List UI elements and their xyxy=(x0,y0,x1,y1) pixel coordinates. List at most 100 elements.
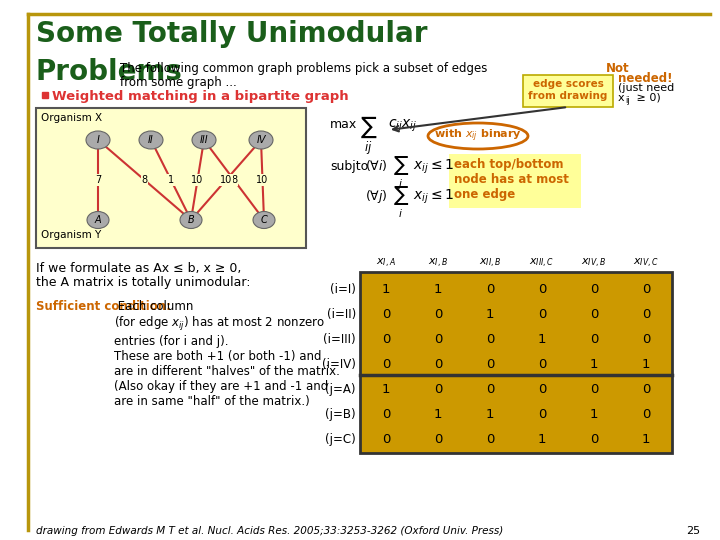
Text: 8: 8 xyxy=(141,175,148,185)
Ellipse shape xyxy=(180,212,202,228)
Text: 1: 1 xyxy=(538,433,546,446)
Text: 0: 0 xyxy=(642,383,650,396)
Text: 0: 0 xyxy=(538,308,546,321)
Text: with $x_{ij}$ binary: with $x_{ij}$ binary xyxy=(434,128,522,144)
Text: A: A xyxy=(95,215,102,225)
Text: max: max xyxy=(330,118,357,131)
Text: 0: 0 xyxy=(382,308,390,321)
Text: 7: 7 xyxy=(95,175,101,185)
Text: (i=IV): (i=IV) xyxy=(322,358,356,371)
Text: IV: IV xyxy=(256,135,266,145)
Text: Problems: Problems xyxy=(36,58,183,86)
Text: $x_{I,A}$: $x_{I,A}$ xyxy=(376,257,396,270)
Ellipse shape xyxy=(87,212,109,228)
Text: 0: 0 xyxy=(538,283,546,296)
Text: II: II xyxy=(148,135,154,145)
Text: 1: 1 xyxy=(433,283,442,296)
Text: the A matrix is totally unimodular:: the A matrix is totally unimodular: xyxy=(36,276,251,289)
Text: 0: 0 xyxy=(486,358,494,371)
Text: 0: 0 xyxy=(434,308,442,321)
Text: 0: 0 xyxy=(590,383,598,396)
Ellipse shape xyxy=(86,131,110,149)
Text: Organism X: Organism X xyxy=(41,113,102,123)
Text: Weighted matching in a bipartite graph: Weighted matching in a bipartite graph xyxy=(52,90,348,103)
Text: 0: 0 xyxy=(434,333,442,346)
Text: 0: 0 xyxy=(434,383,442,396)
Bar xyxy=(36,108,306,248)
Bar xyxy=(42,92,48,98)
Ellipse shape xyxy=(249,131,273,149)
Text: ≥ 0): ≥ 0) xyxy=(633,93,661,103)
Text: 0: 0 xyxy=(538,383,546,396)
Text: III: III xyxy=(199,135,208,145)
Text: 0: 0 xyxy=(382,433,390,446)
Text: 0: 0 xyxy=(642,408,650,421)
Text: 0: 0 xyxy=(590,333,598,346)
Text: $\sum_{ij}$: $\sum_{ij}$ xyxy=(360,115,377,158)
Text: $(\forall i)$: $(\forall i)$ xyxy=(365,158,387,173)
Text: The following common graph problems pick a subset of edges: The following common graph problems pick… xyxy=(120,62,487,75)
Text: Some Totally Unimodular: Some Totally Unimodular xyxy=(36,20,428,48)
Text: (i=II): (i=II) xyxy=(327,308,356,321)
FancyBboxPatch shape xyxy=(523,75,613,107)
Text: 1: 1 xyxy=(486,408,494,421)
Bar xyxy=(360,272,672,453)
Text: C: C xyxy=(261,215,267,225)
Text: I: I xyxy=(96,135,99,145)
Text: 10: 10 xyxy=(220,175,232,185)
Text: 1: 1 xyxy=(590,358,598,371)
Text: 0: 0 xyxy=(382,333,390,346)
Text: $\sum_{i}$: $\sum_{i}$ xyxy=(393,186,409,220)
Text: 0: 0 xyxy=(382,358,390,371)
Text: $x_{II,B}$: $x_{II,B}$ xyxy=(479,257,501,270)
Text: 1: 1 xyxy=(538,333,546,346)
Text: x: x xyxy=(618,93,625,103)
Text: $x_{I,B}$: $x_{I,B}$ xyxy=(428,257,448,270)
Text: Sufficient condition:: Sufficient condition: xyxy=(36,300,171,313)
Text: 0: 0 xyxy=(590,308,598,321)
Text: (i=I): (i=I) xyxy=(330,283,356,296)
Text: 10: 10 xyxy=(192,175,204,185)
Text: $x_{ij} \leq 1$: $x_{ij} \leq 1$ xyxy=(413,158,454,176)
Text: 0: 0 xyxy=(434,433,442,446)
Text: 0: 0 xyxy=(538,358,546,371)
Text: 0: 0 xyxy=(590,283,598,296)
Text: 1: 1 xyxy=(642,433,650,446)
Text: 8: 8 xyxy=(231,175,237,185)
Text: each top/bottom
node has at most
one edge: each top/bottom node has at most one edg… xyxy=(454,158,569,201)
Text: If we formulate as Ax ≤ b, x ≥ 0,: If we formulate as Ax ≤ b, x ≥ 0, xyxy=(36,262,241,275)
Text: 0: 0 xyxy=(434,358,442,371)
Text: $c_{ij}x_{ij}$: $c_{ij}x_{ij}$ xyxy=(388,118,417,134)
Text: 1: 1 xyxy=(168,175,174,185)
Text: B: B xyxy=(188,215,194,225)
Text: 1: 1 xyxy=(590,408,598,421)
Text: 0: 0 xyxy=(486,433,494,446)
Text: $x_{IV,C}$: $x_{IV,C}$ xyxy=(633,257,659,270)
Text: (i=III): (i=III) xyxy=(323,333,356,346)
Bar xyxy=(360,272,672,453)
Text: 1: 1 xyxy=(382,383,390,396)
Text: 1: 1 xyxy=(382,283,390,296)
Text: 1: 1 xyxy=(486,308,494,321)
Text: needed!: needed! xyxy=(618,72,672,85)
Text: subjto: subjto xyxy=(330,160,368,173)
Text: ij: ij xyxy=(625,96,630,105)
Text: (j=A): (j=A) xyxy=(325,383,356,396)
Text: Each column
(for edge $x_{ij}$) has at most 2 nonzero
entries (for i and j).
The: Each column (for edge $x_{ij}$) has at m… xyxy=(114,300,340,408)
Text: 0: 0 xyxy=(486,383,494,396)
Text: Organism Y: Organism Y xyxy=(41,230,102,240)
Text: 0: 0 xyxy=(486,333,494,346)
Text: from some graph ...: from some graph ... xyxy=(120,76,237,89)
Text: 0: 0 xyxy=(538,408,546,421)
Text: 1: 1 xyxy=(642,358,650,371)
Text: Not: Not xyxy=(606,62,629,75)
Text: (just need: (just need xyxy=(618,83,674,93)
Text: drawing from Edwards M T et al. Nucl. Acids Res. 2005;33:3253-3262 (Oxford Univ.: drawing from Edwards M T et al. Nucl. Ac… xyxy=(36,526,503,536)
Text: 10: 10 xyxy=(256,175,269,185)
Ellipse shape xyxy=(139,131,163,149)
Text: 0: 0 xyxy=(642,283,650,296)
Text: (j=B): (j=B) xyxy=(325,408,356,421)
Text: edge scores
from drawing: edge scores from drawing xyxy=(528,79,608,100)
Text: $x_{IV,B}$: $x_{IV,B}$ xyxy=(581,257,607,270)
Text: $\sum_{j}$: $\sum_{j}$ xyxy=(393,156,409,192)
